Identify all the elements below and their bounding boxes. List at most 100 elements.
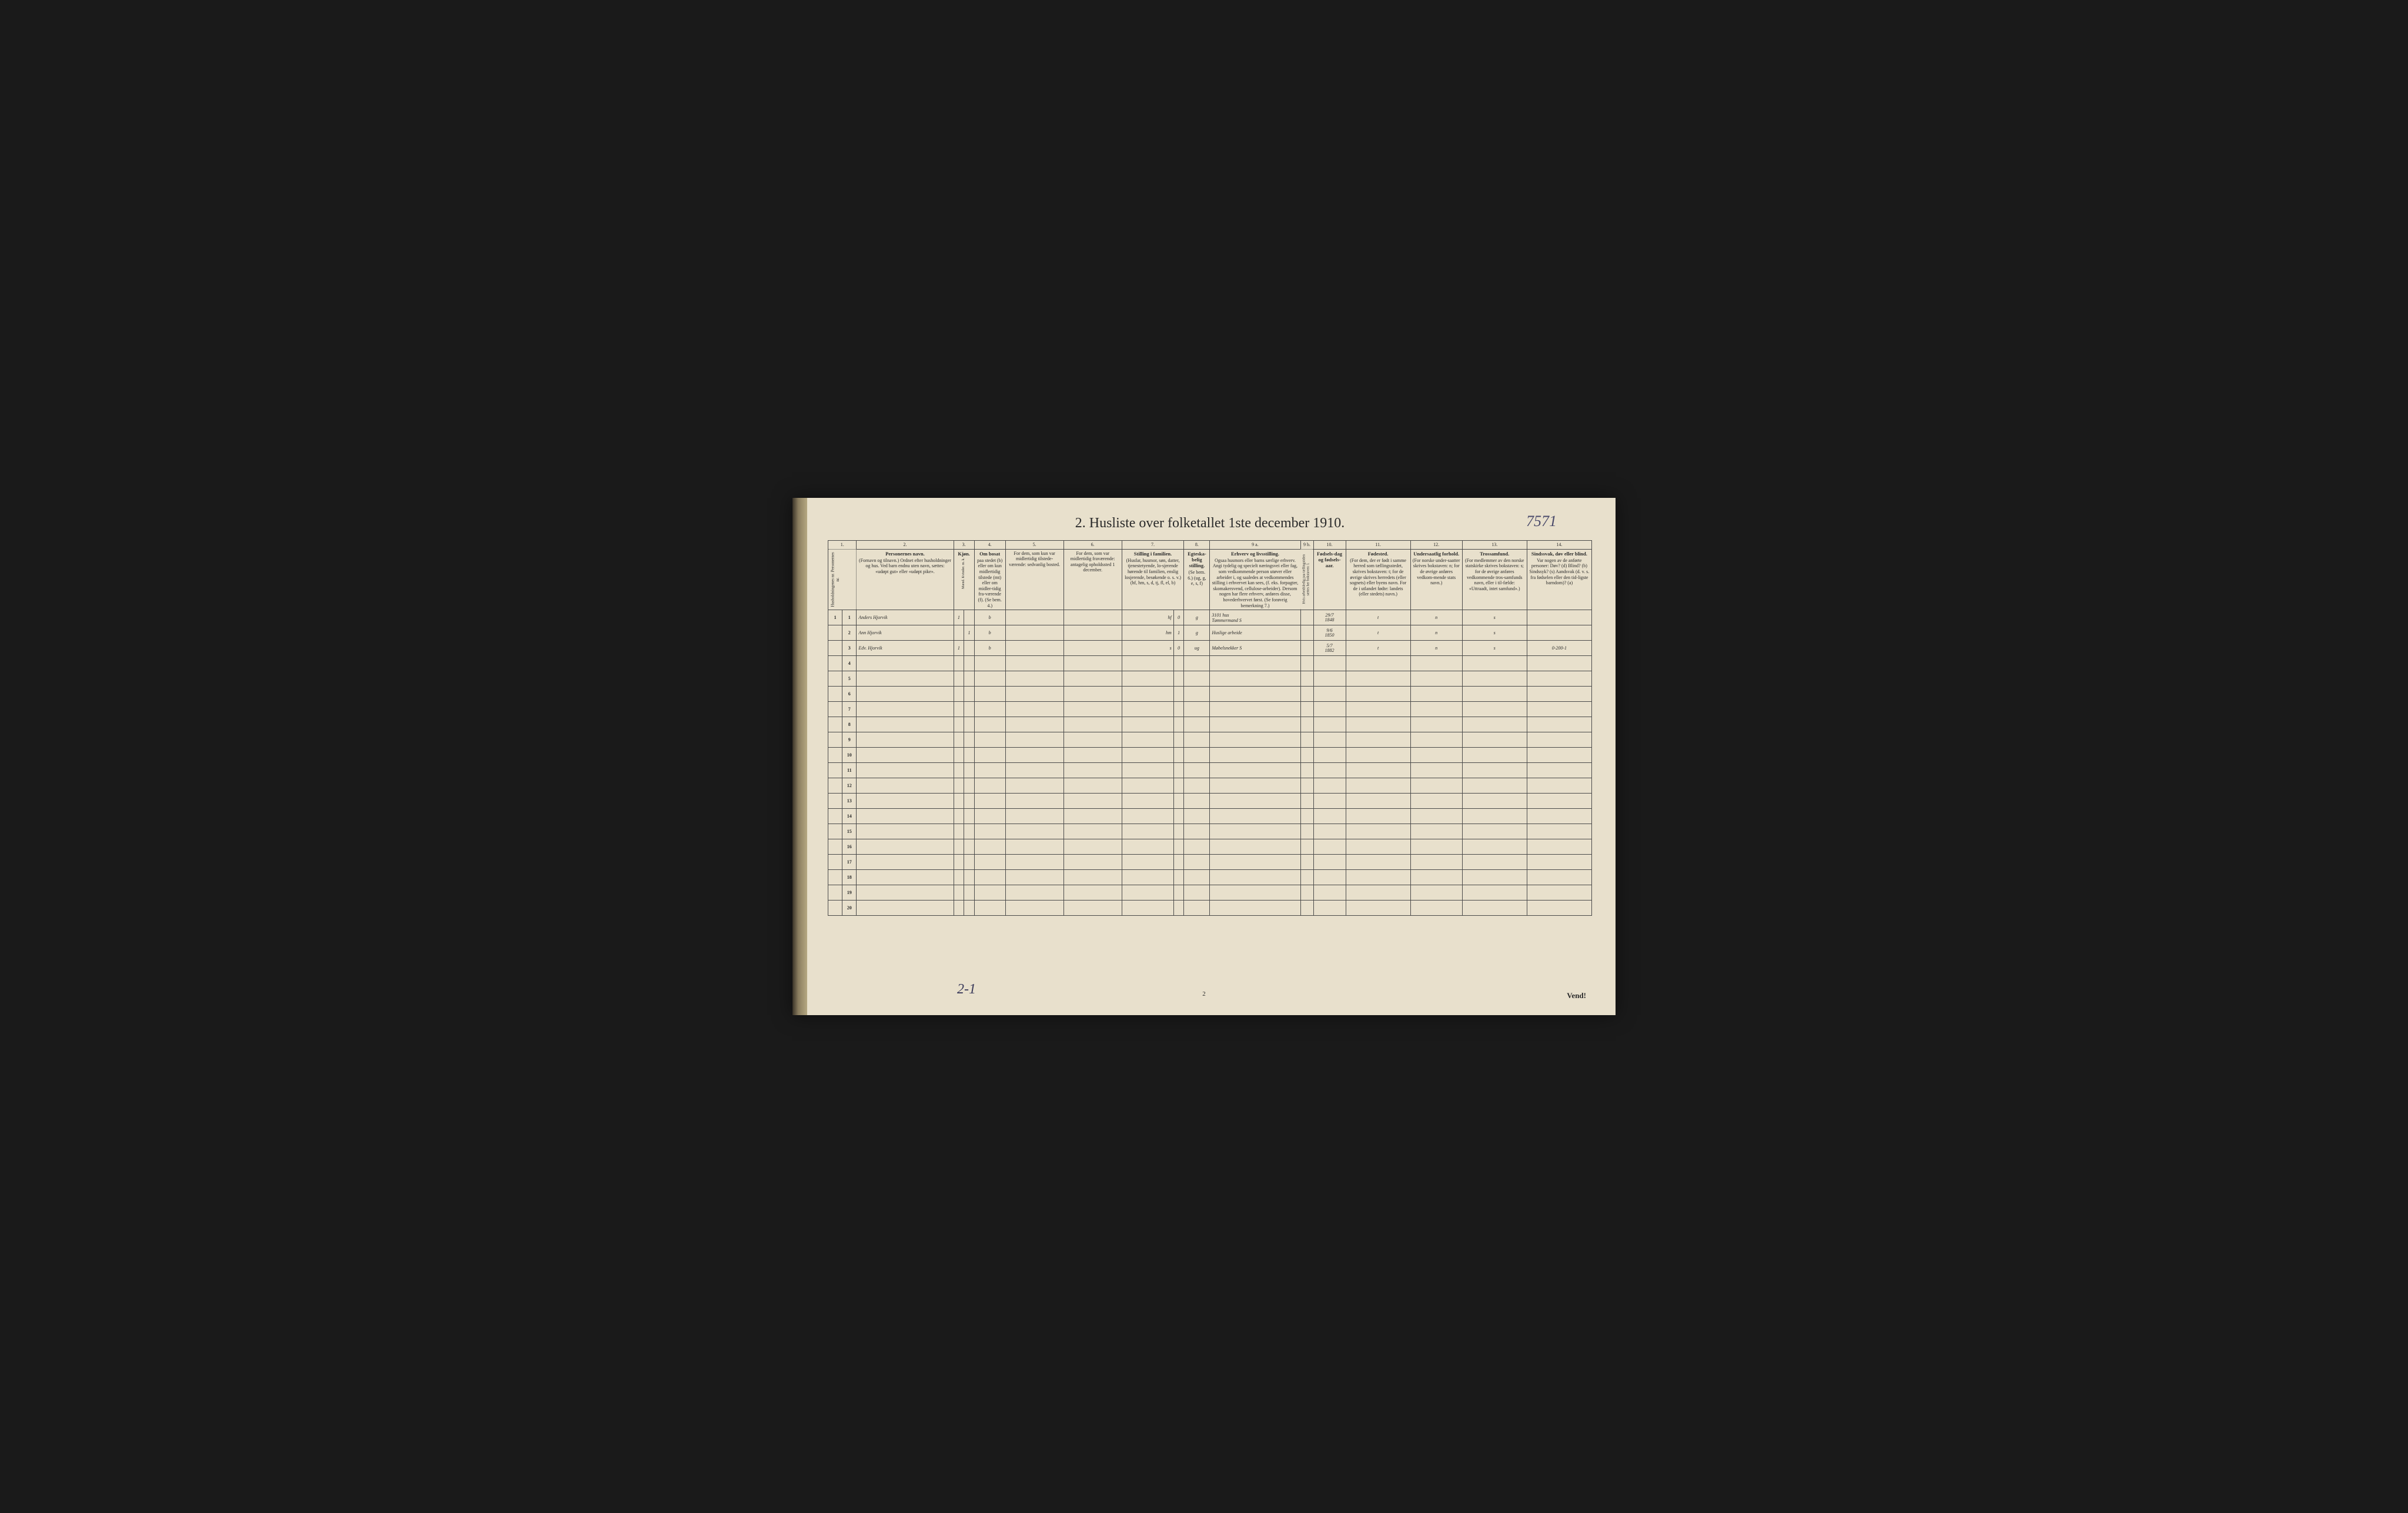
erhverv-cell: Huslige arbeide [1210, 625, 1300, 641]
header-stilling: Stilling i familien.(Husfar, husmor, søn… [1122, 549, 1184, 610]
vend-text: Vend! [1567, 991, 1586, 1000]
empty-cell [1313, 855, 1346, 870]
empty-cell [857, 855, 954, 870]
empty-cell [1063, 839, 1122, 855]
empty-cell [1527, 717, 1591, 732]
h9bt: Hvis arbeidsledig paa tællingstiden sætt… [1303, 555, 1310, 605]
empty-cell [857, 702, 954, 717]
empty-cell [1462, 885, 1527, 901]
header-erhverv: Erhverv og livsstilling.Ogsaa husmors el… [1210, 549, 1300, 610]
empty-cell [1462, 778, 1527, 794]
k-cell [964, 610, 975, 625]
empty-cell [1005, 824, 1063, 839]
empty-cell [974, 717, 1005, 732]
empty-cell [1346, 748, 1410, 763]
col-number-row: 1. 2. 3. 4. 5. 6. 7. 8. 9 a. 9 b. 10. 11… [828, 541, 1592, 550]
empty-cell [1410, 656, 1462, 671]
k-cell: 1 [964, 625, 975, 641]
empty-cell [857, 763, 954, 778]
empty-cell [1173, 717, 1184, 732]
household-num [828, 717, 842, 732]
page-title: 2. Husliste over folketallet 1ste decemb… [828, 516, 1592, 531]
empty-cell [1173, 839, 1184, 855]
empty-cell [1527, 763, 1591, 778]
empty-cell [1210, 901, 1300, 916]
h12t: (For norske under-saatter skrives boksta… [1413, 558, 1460, 585]
header-forhold: Undersaatlig forhold.(For norske under-s… [1410, 549, 1462, 610]
household-num [828, 824, 842, 839]
stilling-cell: s [1122, 641, 1173, 656]
empty-cell [1184, 855, 1210, 870]
empty-cell [1313, 763, 1346, 778]
bosat-cell: b [974, 610, 1005, 625]
empty-cell [857, 824, 954, 839]
empty-cell [954, 901, 964, 916]
empty-cell [1346, 885, 1410, 901]
empty-cell [1184, 794, 1210, 809]
colnum-8: 8. [1184, 541, 1210, 550]
empty-cell [1313, 839, 1346, 855]
empty-cell [1122, 794, 1173, 809]
empty-cell [964, 717, 975, 732]
table-row: 2 Ann Hjorvik 1 b hm 1 g Huslige arbeide… [828, 625, 1592, 641]
empty-cell [1005, 748, 1063, 763]
empty-cell [954, 687, 964, 702]
colnum-10: 10. [1313, 541, 1346, 550]
empty-cell [857, 778, 954, 794]
empty-cell [974, 702, 1005, 717]
empty-cell [964, 870, 975, 885]
header-fodsel: Fødsels-dag og fødsels-aar. [1313, 549, 1346, 610]
empty-cell [1462, 671, 1527, 687]
empty-cell [1346, 839, 1410, 855]
empty-cell [1346, 656, 1410, 671]
empty-cell [954, 778, 964, 794]
empty-cell [1410, 824, 1462, 839]
m-cell: 1 [954, 610, 964, 625]
empty-cell [974, 732, 1005, 748]
empty-cell [1346, 687, 1410, 702]
empty-cell [1462, 763, 1527, 778]
person-num: 5 [842, 671, 857, 687]
household-num [828, 778, 842, 794]
empty-cell [1313, 748, 1346, 763]
household-num [828, 748, 842, 763]
empty-cell [1210, 885, 1300, 901]
bosat-cell: b [974, 625, 1005, 641]
person-num: 3 [842, 641, 857, 656]
colnum-5: 5. [1005, 541, 1063, 550]
empty-cell [964, 748, 975, 763]
table-row: 1 1 Anders Hjorvik 1 b hf 0 g 3101 husTø… [828, 610, 1592, 625]
empty-cell [974, 763, 1005, 778]
colnum-6: 6. [1063, 541, 1122, 550]
fodested-cell: t [1346, 625, 1410, 641]
empty-cell [1410, 671, 1462, 687]
empty-cell [1173, 702, 1184, 717]
col9b-cell [1300, 610, 1313, 625]
header-col6: For dem, som var midlertidig fraværende:… [1063, 549, 1122, 610]
h8b: Egteska-belig stilling. [1186, 551, 1208, 569]
person-num: 16 [842, 839, 857, 855]
tros-cell: s [1462, 625, 1527, 641]
empty-cell [1173, 687, 1184, 702]
empty-cell [1122, 824, 1173, 839]
empty-cell [964, 732, 975, 748]
empty-cell [974, 809, 1005, 824]
empty-cell [1122, 855, 1173, 870]
fodsel-cell: 9/61850 [1313, 625, 1346, 641]
empty-cell [1184, 839, 1210, 855]
empty-cell [1005, 870, 1063, 885]
empty-cell [1300, 702, 1313, 717]
empty-cell [1184, 885, 1210, 901]
empty-cell [964, 824, 975, 839]
empty-cell [1063, 687, 1122, 702]
empty-cell [1527, 901, 1591, 916]
empty-cell [1313, 717, 1346, 732]
empty-cell [964, 763, 975, 778]
empty-cell [1346, 901, 1410, 916]
empty-cell [1462, 794, 1527, 809]
table-row: 15 [828, 824, 1592, 839]
header-tros: Trossamfund.(For medlemmer av den norske… [1462, 549, 1527, 610]
empty-cell [1063, 794, 1122, 809]
household-num: 1 [828, 610, 842, 625]
empty-cell [954, 809, 964, 824]
